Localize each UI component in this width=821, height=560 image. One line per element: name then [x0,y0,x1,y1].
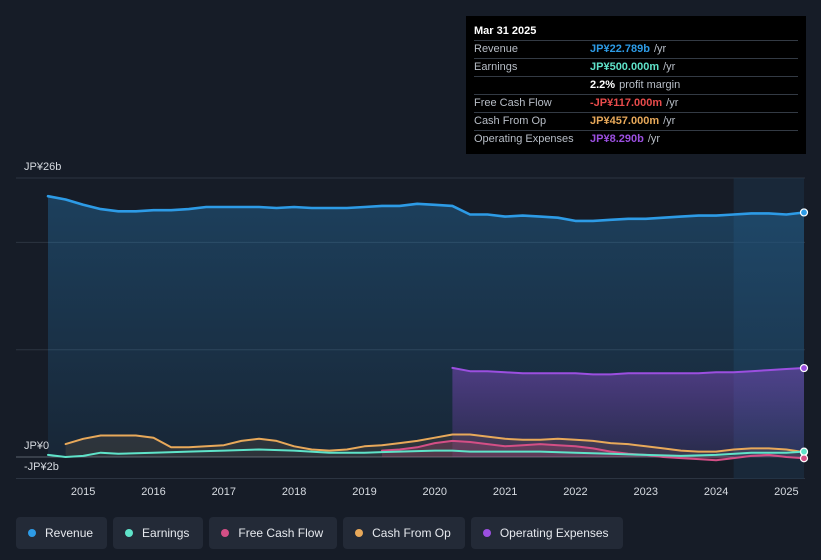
x-tick-2015: 2015 [71,486,95,498]
y-label-top: JP¥26b [24,161,61,173]
legend-dot-icon [28,529,36,537]
cash-from-op-line [64,433,805,454]
free-cash-flow-line [381,439,805,462]
legend-label: Free Cash Flow [238,526,324,540]
legend-dot-icon [482,529,491,537]
revenue-endpoint [799,208,809,217]
tooltip-row: Cash From Op JP¥457.000m/yr [474,113,798,131]
x-tick-2019: 2019 [352,486,376,498]
tooltip-value: JP¥500.000m [590,61,660,73]
tooltip-label: Earnings [474,61,518,73]
tooltip-row: Free Cash Flow -JP¥117.000m/yr [474,95,798,113]
legend-label: Operating Expenses [499,526,609,540]
tooltip-value: JP¥457.000m [590,115,660,127]
free-cash-flow-area [382,440,804,461]
earnings-line [47,448,805,458]
legend-item-free-cash-flow[interactable]: Free Cash Flow [209,517,338,549]
legend-label: Cash From Op [372,526,451,540]
legend-item-cash-from-op[interactable]: Cash From Op [343,517,465,549]
tooltip: Mar 31 2025 Revenue JP¥22.789b/yr Earnings… [466,16,806,154]
tooltip-unit: /yr [647,133,661,145]
tooltip-unit: /yr [663,115,676,127]
legend-dot-icon [355,529,364,537]
x-tick-2024: 2024 [704,486,728,498]
legend-label: Earnings [142,526,190,540]
free-cash-flow-endpoint [799,454,809,463]
tooltip-unit: /yr [663,61,676,73]
tooltip-unit: profit margin [619,79,681,91]
tooltip-label: Operating Expenses [474,133,574,145]
y-label-bottom: -JP¥2b [24,461,59,473]
legend-label: Revenue [45,526,94,540]
x-tick-2016: 2016 [141,486,165,498]
tooltip-date: Mar 31 2025 [474,23,798,41]
x-tick-2022: 2022 [563,486,587,498]
x-tick-2018: 2018 [282,486,306,498]
tooltip-label [474,77,590,94]
tooltip-label: Cash From Op [474,115,547,127]
y-label-zero: JP¥0 [24,440,49,452]
tooltip-row: Earnings JP¥500.000m/yr [474,59,798,77]
tooltip-row: Operating Expenses JP¥8.290b/yr [474,131,798,148]
tooltip-value: JP¥22.789b [590,43,650,55]
tooltip-row: Revenue JP¥22.789b/yr [474,41,798,59]
tooltip-label: Free Cash Flow [474,97,552,109]
tooltip-label: Revenue [474,43,519,55]
tooltip-unit: /yr [653,43,667,55]
legend-item-operating-expenses[interactable]: Operating Expenses [470,517,623,549]
earnings-endpoint [799,447,809,456]
tooltip-value: -JP¥117.000m [590,97,663,109]
chart-area: JP¥26b JP¥0 -JP¥2b 2015 2016 2017 2018 2019 202… [16,161,809,498]
x-tick-2020: 2020 [423,486,447,498]
tooltip-value: 2.2% [590,79,616,91]
operating-expenses-area [452,367,804,457]
legend: Revenue Earnings Free Cash Flow Cash From O… [16,517,623,549]
operating-expenses-endpoint [799,363,809,373]
revenue-line [46,194,806,223]
x-tick-2023: 2023 [634,486,658,498]
legend-item-earnings[interactable]: Earnings [113,517,204,549]
legend-dot-icon [221,529,230,537]
legend-dot-icon [125,529,134,537]
operating-expenses-line [451,366,805,376]
x-tick-2021: 2021 [493,486,517,498]
x-tick-2017: 2017 [212,486,236,498]
legend-item-revenue[interactable]: Revenue [16,517,108,549]
tooltip-unit: /yr [666,97,679,109]
tooltip-value: JP¥8.290b [590,133,644,145]
x-tick-2025: 2025 [774,486,798,498]
tooltip-row: 2.2% profit margin [474,77,798,95]
